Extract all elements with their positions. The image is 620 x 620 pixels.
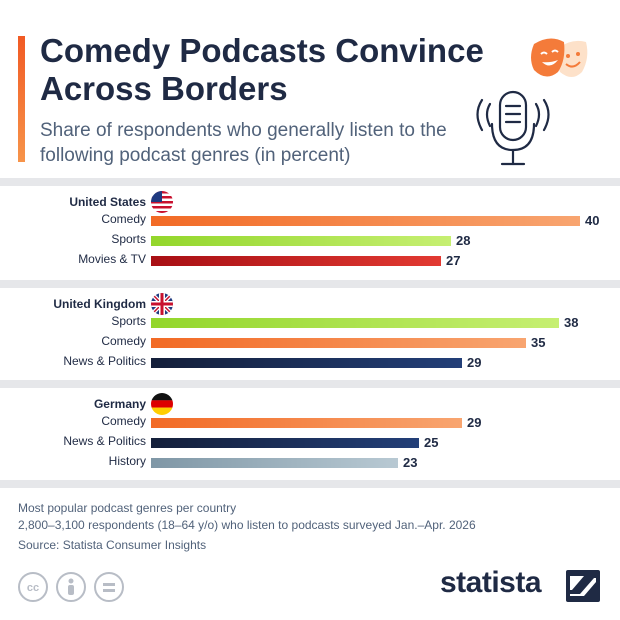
bar-value-label: 29 <box>467 415 482 430</box>
bar-label: Comedy <box>101 334 146 348</box>
footer-respondents: 2,800–3,100 respondents (18–64 y/o) who … <box>18 518 476 532</box>
footer-note: Most popular podcast genres per country <box>18 501 237 515</box>
accent-bar <box>18 36 25 162</box>
bar <box>151 318 559 328</box>
bar <box>151 256 441 266</box>
bar-value-label: 38 <box>564 315 579 330</box>
bar-value-label: 29 <box>467 355 482 370</box>
bar <box>151 458 398 468</box>
group-divider <box>0 380 620 388</box>
bar-label: History <box>108 454 146 468</box>
bar-value-label: 25 <box>424 435 439 450</box>
germany-flag-icon <box>151 393 173 415</box>
uk-flag-icon <box>151 293 173 315</box>
group-divider <box>0 280 620 288</box>
bar-label: Comedy <box>101 414 146 428</box>
bar <box>151 358 462 368</box>
bar <box>151 438 419 448</box>
bar-label: Movies & TV <box>78 252 146 266</box>
country-label: United Kingdom <box>53 297 146 311</box>
bar-value-label: 35 <box>531 335 546 350</box>
group-divider <box>0 178 620 186</box>
bar <box>151 418 462 428</box>
page-subtitle: Share of respondents who generally liste… <box>40 120 447 166</box>
bar-value-label: 28 <box>456 233 471 248</box>
bar-label: Comedy <box>101 212 146 226</box>
page-title: Comedy Podcasts Convince Across Borders <box>40 32 484 107</box>
theatre-masks-icon <box>531 38 588 77</box>
bar-value-label: 27 <box>446 253 461 268</box>
bar-label: News & Politics <box>63 434 146 448</box>
country-label: Germany <box>93 397 146 411</box>
svg-text:cc: cc <box>27 582 39 594</box>
group-divider <box>0 480 620 488</box>
footer-source: Source: Statista Consumer Insights <box>18 538 207 552</box>
statista-logo[interactable]: statista <box>440 566 542 599</box>
bar-label: Sports <box>111 314 146 328</box>
attribution-icon[interactable] <box>56 572 86 602</box>
bar <box>151 236 451 246</box>
bar-label: News & Politics <box>63 354 146 368</box>
country-label: United States <box>69 195 146 209</box>
bar-value-label: 23 <box>403 455 418 470</box>
no-derivatives-icon[interactable] <box>94 572 124 602</box>
bar <box>151 216 580 226</box>
creative-commons-icon[interactable]: cc <box>18 572 48 602</box>
podcast-microphone-icon <box>476 38 588 166</box>
us-flag-icon <box>151 191 173 213</box>
statista-logo-mark-icon <box>566 570 600 602</box>
bar-label: Sports <box>111 232 146 246</box>
bar-value-label: 40 <box>585 213 600 228</box>
bar <box>151 338 526 348</box>
